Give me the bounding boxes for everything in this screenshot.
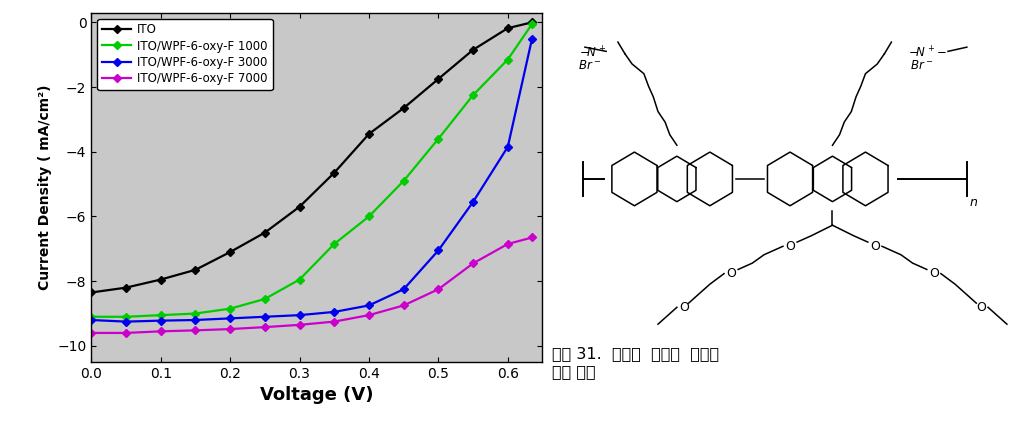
ITO/WPF-6-oxy-F 3000 — [526, 36, 538, 41]
Line: ITO/WPF-6-oxy-F 7000: ITO/WPF-6-oxy-F 7000 — [88, 234, 535, 336]
ITO/WPF-6-oxy-F 1000 — [432, 136, 444, 141]
ITO/WPF-6-oxy-F 7000 — [526, 235, 538, 240]
Y-axis label: Current Density ( mA/cm²): Current Density ( mA/cm²) — [38, 85, 52, 290]
Text: $Br^-$: $Br^-$ — [578, 59, 601, 72]
ITO/WPF-6-oxy-F 3000 — [467, 200, 480, 205]
ITO/WPF-6-oxy-F 7000 — [329, 319, 341, 324]
ITO — [397, 106, 410, 111]
ITO/WPF-6-oxy-F 7000 — [85, 330, 97, 336]
ITO/WPF-6-oxy-F 7000 — [293, 322, 305, 328]
ITO/WPF-6-oxy-F 3000 — [190, 317, 202, 322]
ITO/WPF-6-oxy-F 3000 — [329, 309, 341, 314]
Line: ITO: ITO — [88, 19, 535, 296]
Text: O: O — [785, 240, 795, 253]
Text: O: O — [870, 240, 880, 253]
ITO/WPF-6-oxy-F 7000 — [432, 287, 444, 292]
ITO/WPF-6-oxy-F 7000 — [154, 329, 166, 334]
ITO/WPF-6-oxy-F 1000 — [259, 296, 271, 301]
ITO — [502, 26, 514, 31]
ITO — [154, 277, 166, 282]
ITO/WPF-6-oxy-F 7000 — [120, 330, 132, 336]
Text: O: O — [976, 301, 986, 314]
ITO — [120, 285, 132, 290]
ITO/WPF-6-oxy-F 7000 — [259, 325, 271, 330]
ITO/WPF-6-oxy-F 1000 — [85, 314, 97, 319]
ITO/WPF-6-oxy-F 7000 — [467, 261, 480, 266]
Text: O: O — [679, 301, 689, 314]
ITO/WPF-6-oxy-F 3000 — [432, 248, 444, 253]
ITO/WPF-6-oxy-F 7000 — [363, 313, 375, 318]
ITO/WPF-6-oxy-F 1000 — [190, 311, 202, 316]
ITO/WPF-6-oxy-F 3000 — [293, 313, 305, 318]
ITO/WPF-6-oxy-F 3000 — [397, 287, 410, 292]
ITO/WPF-6-oxy-F 7000 — [502, 241, 514, 246]
ITO/WPF-6-oxy-F 1000 — [526, 21, 538, 27]
Text: n: n — [969, 196, 977, 209]
Text: O: O — [726, 267, 736, 280]
ITO/WPF-6-oxy-F 3000 — [363, 303, 375, 308]
ITO/WPF-6-oxy-F 3000 — [120, 319, 132, 324]
ITO/WPF-6-oxy-F 3000 — [224, 316, 236, 321]
ITO/WPF-6-oxy-F 1000 — [224, 306, 236, 311]
ITO/WPF-6-oxy-F 7000 — [224, 327, 236, 332]
ITO — [293, 204, 305, 209]
ITO/WPF-6-oxy-F 1000 — [502, 57, 514, 62]
Text: $-\!N^+$: $-\!N^+$ — [579, 45, 606, 60]
ITO — [329, 170, 341, 175]
Text: $Br^-$: $Br^-$ — [911, 59, 934, 72]
Line: ITO/WPF-6-oxy-F 1000: ITO/WPF-6-oxy-F 1000 — [88, 21, 535, 320]
ITO — [526, 20, 538, 25]
ITO/WPF-6-oxy-F 7000 — [190, 328, 202, 333]
ITO/WPF-6-oxy-F 1000 — [467, 93, 480, 98]
ITO/WPF-6-oxy-F 3000 — [259, 314, 271, 319]
X-axis label: Voltage (V): Voltage (V) — [261, 386, 373, 405]
ITO — [259, 230, 271, 235]
ITO — [432, 77, 444, 82]
ITO — [85, 290, 97, 295]
ITO/WPF-6-oxy-F 1000 — [293, 277, 305, 282]
Text: $-\!N^+\!-$: $-\!N^+\!-$ — [908, 45, 947, 60]
Text: O: O — [929, 267, 939, 280]
Text: 그림 31.  수용성  고분자  물질의
화학 구조: 그림 31. 수용성 고분자 물질의 화학 구조 — [552, 346, 719, 379]
ITO/WPF-6-oxy-F 1000 — [363, 214, 375, 219]
ITO/WPF-6-oxy-F 1000 — [329, 241, 341, 246]
Legend: ITO, ITO/WPF-6-oxy-F 1000, ITO/WPF-6-oxy-F 3000, ITO/WPF-6-oxy-F 7000: ITO, ITO/WPF-6-oxy-F 1000, ITO/WPF-6-oxy… — [97, 19, 273, 90]
ITO — [190, 267, 202, 272]
ITO/WPF-6-oxy-F 7000 — [397, 303, 410, 308]
ITO — [224, 250, 236, 255]
ITO/WPF-6-oxy-F 3000 — [502, 144, 514, 149]
ITO/WPF-6-oxy-F 1000 — [397, 179, 410, 184]
ITO/WPF-6-oxy-F 3000 — [85, 317, 97, 322]
ITO — [363, 131, 375, 136]
Line: ITO/WPF-6-oxy-F 3000: ITO/WPF-6-oxy-F 3000 — [88, 35, 535, 325]
ITO/WPF-6-oxy-F 1000 — [120, 314, 132, 319]
ITO/WPF-6-oxy-F 1000 — [154, 313, 166, 318]
ITO/WPF-6-oxy-F 3000 — [154, 318, 166, 323]
ITO — [467, 47, 480, 52]
